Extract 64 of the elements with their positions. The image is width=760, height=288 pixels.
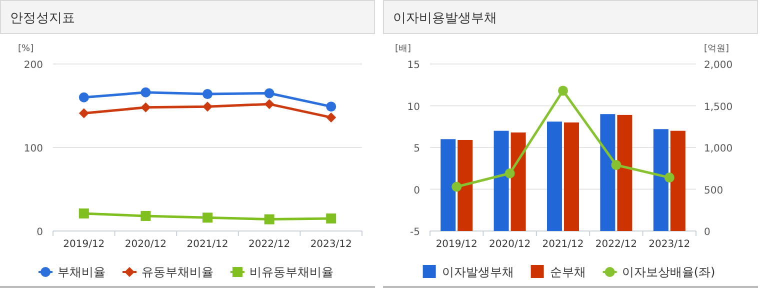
point <box>78 108 89 118</box>
point <box>611 160 622 170</box>
legend-label: 유동부채비율 <box>142 265 214 279</box>
y2-tick-label: 1,000 <box>704 144 733 154</box>
y2-tick-label: 2,000 <box>704 60 733 71</box>
bar <box>600 114 616 231</box>
x-tick-label: 2019/12 <box>436 239 478 250</box>
point <box>202 212 212 223</box>
bar <box>494 130 509 231</box>
y2-tick-label: 500 <box>704 185 724 196</box>
x-tick-label: 2019/12 <box>63 239 105 250</box>
y2-tick-label: 0 <box>704 227 710 238</box>
point <box>452 182 462 192</box>
y-tick-label: 10 <box>407 102 420 113</box>
point <box>504 168 515 178</box>
bar <box>547 122 562 231</box>
point <box>264 214 274 224</box>
point <box>78 92 89 102</box>
bar <box>653 129 668 231</box>
y-axis-title: [배] <box>395 44 412 54</box>
legend-label: 부채비율 <box>58 265 106 279</box>
x-tick-label: 2022/12 <box>595 239 637 250</box>
point <box>264 99 274 110</box>
legend-label: 이자보상배율(좌) <box>622 265 716 279</box>
x-tick-label: 2020/12 <box>124 239 166 250</box>
point <box>558 86 568 96</box>
bar <box>564 122 579 231</box>
point <box>78 208 89 218</box>
point <box>202 102 212 112</box>
y2-tick-label: 1,500 <box>704 102 733 113</box>
x-tick-label: 2021/12 <box>542 239 584 250</box>
legend-label: 이자발생부채 <box>442 265 514 279</box>
y-tick-label: 5 <box>414 144 420 154</box>
x-tick-label: 2022/12 <box>248 239 290 250</box>
bar <box>510 132 526 231</box>
y-tick-label: 100 <box>24 144 43 154</box>
y-tick-label: 200 <box>24 60 43 71</box>
point <box>326 102 336 112</box>
point <box>140 102 151 112</box>
point <box>326 112 336 122</box>
bar <box>617 114 632 231</box>
point <box>326 213 336 224</box>
bar <box>458 140 473 231</box>
point <box>140 210 151 221</box>
y-tick-label: 0 <box>36 227 43 238</box>
chart-title: 안정성지표 <box>10 11 75 26</box>
point <box>664 172 674 183</box>
y-tick-label: 0 <box>414 185 420 196</box>
x-tick-label: 2020/12 <box>489 239 531 250</box>
x-tick-label: 2023/12 <box>648 239 690 250</box>
x-tick-label: 2021/12 <box>186 239 228 250</box>
y-axis-title: [%] <box>18 44 34 54</box>
y2-axis-title: [억원] <box>704 44 730 54</box>
chart-title: 이자비용발생부채 <box>393 11 497 26</box>
point <box>140 87 151 98</box>
x-tick-label: 2023/12 <box>310 239 352 250</box>
point <box>264 88 274 98</box>
bar <box>440 139 456 231</box>
bar <box>670 130 686 231</box>
legend-label: 순부채 <box>550 265 586 279</box>
legend-label: 비유동부채비율 <box>250 265 334 279</box>
y-tick-label: -5 <box>410 227 420 238</box>
point <box>202 89 212 100</box>
y-tick-label: 15 <box>407 60 420 71</box>
